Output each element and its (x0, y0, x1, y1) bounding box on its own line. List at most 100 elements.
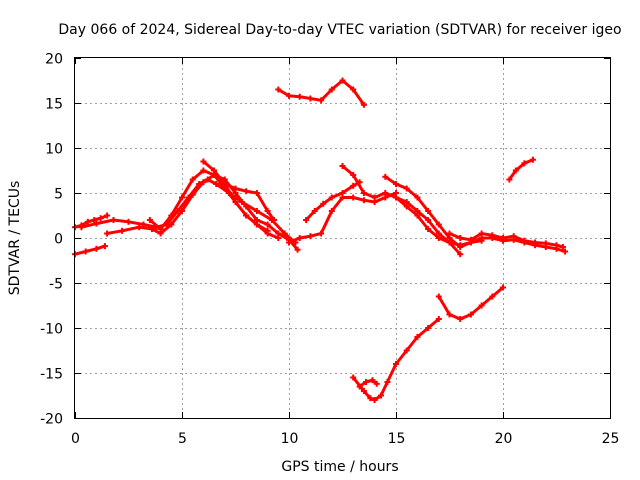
series-line-arc-18 (507, 158, 535, 181)
data-point (253, 190, 260, 196)
data-point (110, 217, 117, 223)
y-tick-label: 15 (45, 97, 63, 113)
data-point (360, 197, 367, 204)
data-point (91, 217, 98, 223)
data-point (200, 158, 207, 165)
x-tick-label: 0 (71, 431, 80, 447)
data-point (286, 92, 292, 99)
data-point (136, 224, 143, 231)
tick-layer: 0 5 10 15 20 25 -20 -15 -10 -5 0 5 10 15 20 (40, 52, 619, 448)
data-point (339, 163, 346, 169)
x-tick-label: 10 (281, 431, 299, 447)
y-tick-label: 10 (45, 142, 63, 158)
y-tick-label: -15 (40, 367, 63, 383)
data-layer (72, 77, 569, 403)
data-point (307, 233, 314, 240)
data-point (414, 334, 421, 340)
x-tick-label: 15 (388, 431, 406, 447)
data-point (350, 194, 357, 201)
data-point (512, 167, 519, 174)
data-point (393, 361, 399, 367)
data-point (393, 194, 399, 201)
series-line-arc-2 (73, 244, 107, 256)
data-point (264, 227, 271, 234)
y-tick-label: -5 (49, 277, 63, 293)
data-point (189, 176, 196, 183)
data-point (93, 220, 100, 227)
data-point (350, 182, 357, 189)
data-point (393, 181, 399, 187)
data-point (281, 230, 288, 237)
x-tick-label: 5 (178, 431, 187, 447)
data-point (179, 194, 185, 201)
data-point (529, 156, 536, 163)
data-point (157, 226, 164, 232)
data-point (553, 242, 560, 249)
data-point (403, 347, 410, 354)
data-point (232, 199, 239, 205)
data-point (189, 191, 196, 198)
data-point (179, 208, 185, 214)
y-tick-label: 0 (54, 232, 63, 248)
data-point (328, 208, 335, 214)
data-point (78, 224, 85, 231)
data-point (146, 217, 153, 223)
data-point (168, 212, 175, 219)
data-point (350, 374, 357, 381)
data-point (371, 397, 378, 403)
data-point (320, 200, 327, 207)
data-point (97, 215, 104, 222)
data-point (119, 227, 126, 234)
data-point (294, 246, 301, 253)
data-point (367, 395, 374, 402)
data-point (457, 235, 464, 241)
data-point (253, 208, 260, 214)
y-tick-label: -10 (40, 322, 63, 338)
data-point (350, 86, 357, 93)
data-point (382, 190, 389, 196)
data-point (221, 185, 228, 192)
data-point (403, 199, 410, 205)
data-point (311, 208, 318, 214)
x-tick-label: 25 (602, 431, 620, 447)
data-point (510, 233, 517, 240)
data-point (232, 185, 239, 192)
data-point (243, 212, 250, 219)
data-point (360, 388, 367, 394)
data-point (521, 237, 528, 244)
data-point (425, 226, 432, 232)
data-point (425, 217, 432, 223)
data-point (243, 188, 250, 195)
data-point (435, 221, 442, 228)
y-tick-label: 5 (54, 187, 63, 203)
data-point (559, 244, 566, 250)
data-point (500, 284, 506, 291)
y-axis-label: SDTVAR / TECUs (7, 181, 23, 296)
data-point (125, 218, 132, 225)
data-point (360, 190, 367, 196)
data-point (211, 172, 218, 178)
data-point (318, 97, 325, 104)
data-point (425, 208, 432, 214)
data-point (435, 293, 442, 300)
data-point (384, 379, 391, 385)
data-point (275, 86, 282, 93)
data-point (350, 172, 357, 178)
data-point (382, 173, 389, 180)
data-point (521, 160, 528, 167)
data-point (253, 221, 260, 228)
data-point (446, 230, 453, 237)
data-point (414, 208, 421, 214)
x-tick-label: 20 (495, 431, 513, 447)
data-point (307, 95, 314, 102)
data-point (378, 392, 385, 399)
data-point (200, 167, 207, 174)
y-tick-label: 20 (45, 52, 63, 68)
data-point (457, 316, 464, 322)
data-point (200, 179, 207, 186)
series-line-arc-7 (148, 169, 270, 233)
data-point (286, 239, 292, 246)
y-tick-label: -20 (40, 412, 63, 428)
